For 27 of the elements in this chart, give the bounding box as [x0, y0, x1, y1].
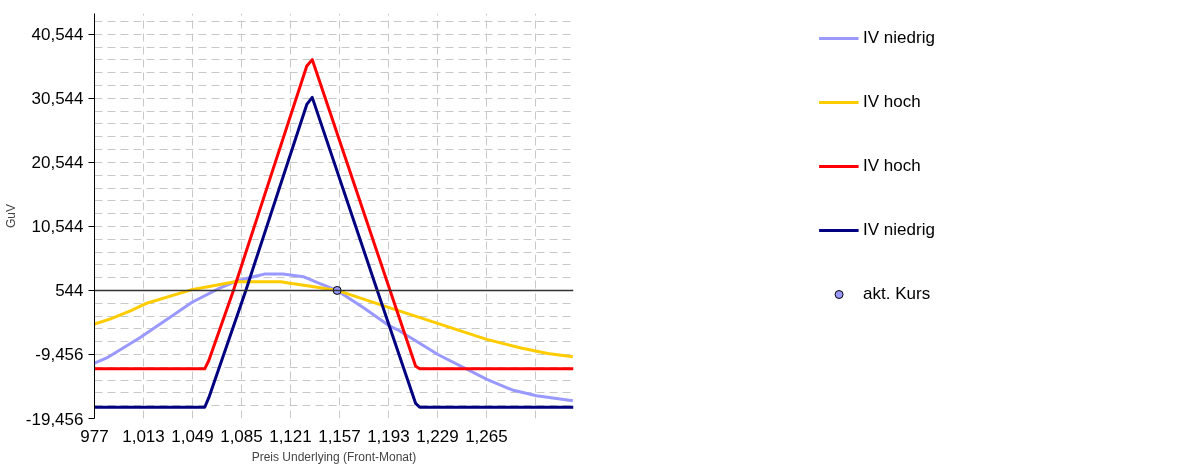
y-tick-label: 40,544: [31, 25, 84, 45]
line-series: [94, 280, 574, 359]
y-tick-label: -19,456: [25, 409, 84, 429]
x-tick-label: 1,229: [416, 426, 459, 446]
line-series: [94, 58, 574, 371]
x-tick-label: 1,013: [122, 426, 165, 446]
y-tick-label: 30,544: [31, 89, 84, 109]
y-tick-label: 544: [55, 281, 84, 301]
x-tick-label: 977: [80, 426, 109, 446]
y-tick-label: 10,544: [31, 217, 84, 237]
legend-label: IV hoch: [863, 156, 921, 176]
x-tick-label: 1,085: [220, 426, 263, 446]
line-series: [94, 272, 574, 403]
legend-label: IV niedrig: [863, 220, 935, 240]
y-tick-label: 20,544: [31, 153, 84, 173]
y-tick-label: -9,456: [35, 345, 84, 365]
x-tick-label: 1,265: [465, 426, 508, 446]
legend-label: IV niedrig: [863, 28, 935, 48]
x-tick-label: 1,157: [318, 426, 361, 446]
x-axis-title: Preis Underlying (Front-Monat): [251, 449, 417, 464]
x-tick-label: 1,121: [269, 426, 312, 446]
y-axis-title: GuV: [3, 203, 18, 229]
x-tick-label: 1,193: [367, 426, 410, 446]
line-series: [94, 95, 574, 409]
legend-label: akt. Kurs: [863, 284, 931, 304]
legend-label: IV hoch: [863, 92, 921, 112]
x-tick-label: 1,049: [171, 426, 214, 446]
